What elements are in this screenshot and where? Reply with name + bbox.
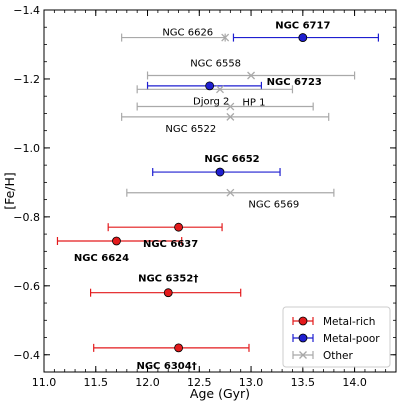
data-point [216,85,224,94]
point-label: NGC 6558 [190,59,241,70]
x-tick-label: 13.5 [291,376,316,389]
point-label: HP 1 [242,98,265,109]
x-tick-label: 11.0 [32,376,57,389]
y-tick-label: −1.4 [13,4,40,17]
error-bars [56,33,379,352]
data-point [226,112,235,121]
data-point [298,33,308,42]
y-tick-label: −0.8 [13,211,40,224]
legend: Metal-rich Metal-poor Other [282,306,391,368]
point-label: NGC 6626 [162,28,213,39]
x-tick-label: 13.0 [239,376,264,389]
data-point [112,236,121,246]
axis-ticks: 11.0 11.5 12.0 12.5 13.0 13.5 14.0 −1.4 −1.2 −1.0… [13,4,397,389]
y-tick-label: −0.4 [13,349,40,362]
data-point [174,343,183,353]
x-axis-label: Age (Gyr) [190,386,250,401]
data-point [226,102,235,111]
point-label: NGC 6304† [136,361,196,372]
data-markers [112,33,308,353]
legend-marker [298,333,308,343]
data-point [215,167,225,177]
point-label: NGC 6624 [74,253,129,264]
point-label: NGC 6717 [275,21,330,32]
point-label: NGC 6652 [204,154,259,165]
point-labels: NGC 6637 NGC 6624 NGC 6352† NGC 6304† NGC 67… [74,21,331,372]
data-point [221,33,230,42]
legend-label: Other [323,350,353,362]
plot-area: 11.0 11.5 12.0 12.5 13.0 13.5 14.0 −1.4 −1.2 −1.0… [13,4,397,389]
legend-marker [299,351,307,359]
data-point [174,222,183,232]
legend-label: Metal-rich [323,316,375,328]
x-tick-label: 14.0 [342,376,367,389]
point-label: NGC 6637 [143,239,198,250]
x-tick-label: 11.5 [84,376,109,389]
point-label: NGC 6522 [165,124,216,135]
legend-label: Metal-poor [323,333,380,345]
legend-box [282,306,391,368]
y-axis-label: [Fe/H] [2,172,17,210]
legend-marker [298,316,308,326]
data-point [247,71,256,80]
x-tick-label: 12.5 [187,376,212,389]
point-label: NGC 6723 [267,77,322,88]
x-tick-label: 12.0 [135,376,160,389]
data-point [226,188,235,197]
point-label: NGC 6569 [248,200,299,211]
y-tick-label: −0.6 [13,280,40,293]
y-tick-label: −1.2 [13,73,40,86]
data-point [163,288,173,298]
point-label: NGC 6352† [138,274,198,285]
data-point [205,81,215,91]
point-label: Djorg 2 [193,96,229,107]
y-tick-label: −1.0 [13,142,40,155]
